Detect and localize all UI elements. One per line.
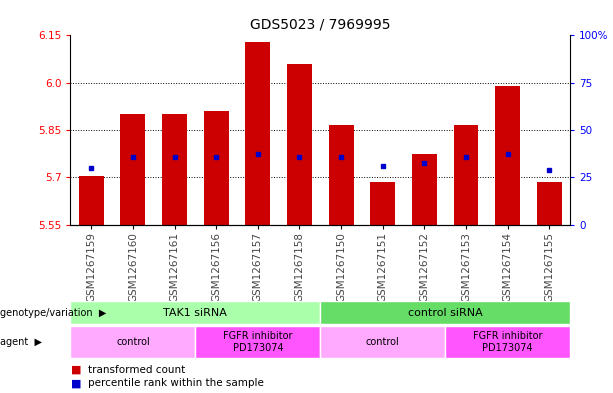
Bar xyxy=(79,176,104,225)
Text: percentile rank within the sample: percentile rank within the sample xyxy=(88,378,264,388)
Bar xyxy=(370,182,395,225)
Title: GDS5023 / 7969995: GDS5023 / 7969995 xyxy=(250,17,390,31)
Bar xyxy=(537,182,562,225)
Text: control siRNA: control siRNA xyxy=(408,308,482,318)
Text: TAK1 siRNA: TAK1 siRNA xyxy=(164,308,227,318)
Bar xyxy=(120,114,145,225)
Text: FGFR inhibitor
PD173074: FGFR inhibitor PD173074 xyxy=(473,331,543,353)
Bar xyxy=(495,86,520,225)
Bar xyxy=(70,326,196,358)
Text: ■: ■ xyxy=(70,365,81,375)
Bar xyxy=(454,125,479,225)
Text: transformed count: transformed count xyxy=(88,365,185,375)
Bar xyxy=(287,64,312,225)
Bar xyxy=(320,326,445,358)
Text: FGFR inhibitor
PD173074: FGFR inhibitor PD173074 xyxy=(223,331,292,353)
Text: control: control xyxy=(116,337,150,347)
Bar xyxy=(70,301,320,324)
Text: ■: ■ xyxy=(70,378,81,388)
Bar xyxy=(445,326,570,358)
Bar xyxy=(204,111,229,225)
Bar xyxy=(412,154,437,225)
Bar xyxy=(196,326,320,358)
Bar xyxy=(320,301,570,324)
Text: agent  ▶: agent ▶ xyxy=(0,337,42,347)
Bar xyxy=(329,125,354,225)
Text: genotype/variation  ▶: genotype/variation ▶ xyxy=(0,308,107,318)
Bar xyxy=(162,114,187,225)
Text: control: control xyxy=(366,337,400,347)
Bar xyxy=(245,42,270,225)
